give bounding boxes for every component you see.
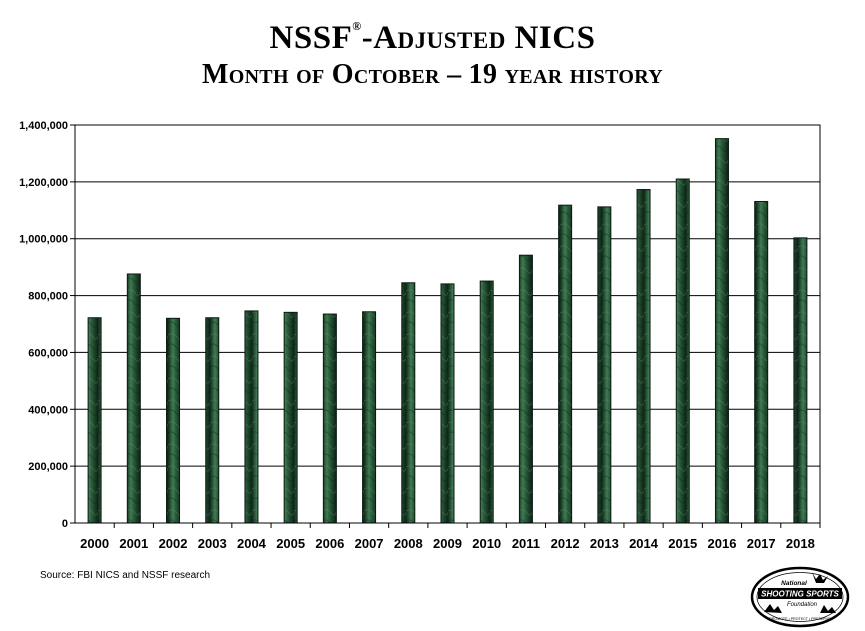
bars [87,138,808,524]
x-tick-label: 2017 [747,536,776,551]
y-tick-label: 800,000 [28,291,68,303]
x-tick-label: 2011 [512,536,540,551]
y-tick-label: 1,000,000 [19,234,68,246]
bar-2005 [283,311,298,524]
x-tick-label: 2013 [590,536,619,551]
logo-sub-text: Foundation [787,602,818,608]
x-tick-label: 2006 [315,536,344,551]
x-tick-label: 2018 [786,536,815,551]
registered-mark: ® [352,19,362,33]
x-tick-label: 2015 [668,536,697,551]
plot-area-frame [74,124,821,524]
title-nssf: NSSF [269,20,353,56]
x-tick-label: 2004 [237,536,267,551]
x-tick-label: 2002 [159,536,188,551]
y-tick-label: 0 [62,518,68,530]
bar-2003 [205,317,220,524]
y-tick-label: 200,000 [28,461,68,473]
title-line-1: NSSF®-Adjusted NICS [0,6,865,58]
x-tick-label: 2010 [472,536,501,551]
x-tick-label: 2005 [276,536,305,551]
y-tick-label: 400,000 [28,404,68,416]
bar-2016 [714,138,729,524]
logo-bird-icon [812,572,828,583]
logo-tagline: PROMOTE • PROTECT • PRESERVE [769,617,831,621]
logo-trees-icon [764,604,836,613]
logo-main-text: SHOOTING SPORTS [761,590,839,599]
bar-2013 [597,206,612,524]
nssf-logo: National SHOOTING SPORTS Foundation PROM… [750,566,850,628]
x-tick-label: 2014 [629,536,659,551]
bar-2015 [675,178,690,524]
bar-2006 [322,313,337,524]
logo-inner-ring [756,572,844,622]
y-tick-label: 1,400,000 [19,120,68,132]
bar-2014 [636,189,651,524]
y-tick-label: 1,200,000 [19,177,68,189]
x-tick-label: 2000 [80,536,109,551]
x-tick-label: 2001 [119,536,148,551]
bar-2008 [401,282,416,524]
bar-2007 [362,311,377,524]
x-tick-label: 2003 [198,536,227,551]
bar-2010 [479,280,494,524]
title-line-2: Month of October – 19 year history [201,59,664,90]
bar-2017 [754,200,769,524]
source-note: Source: FBI NICS and NSSF research [40,570,211,581]
bar-2000 [87,317,102,524]
bar-chart: 0 200,000 400,000 600,000 800,000 1,000,000 1,… [19,120,821,551]
title-adjusted-nics: -Adjusted NICS [361,20,596,56]
x-axis-ticks: 2000 2001 2002 2003 2004 2005 2006 2007 2008 2009… [80,523,821,551]
y-axis-ticks: 0 200,000 400,000 600,000 800,000 1,000,000 1,… [19,120,75,530]
bar-2002 [166,317,181,524]
logo-band [758,588,842,599]
bar-2012 [558,204,573,524]
bar-2009 [440,283,455,524]
chart-title: NSSF®-Adjusted NICS Month of October – 1… [0,6,865,92]
bar-2011 [518,254,533,524]
x-tick-label: 2009 [433,536,462,551]
x-tick-label: 2007 [355,536,384,551]
x-tick-label: 2016 [708,536,737,551]
x-tick-label: 2012 [551,536,580,551]
bar-2001 [126,273,141,524]
y-tick-label: 600,000 [28,347,68,359]
logo-top-text: National [781,580,807,587]
x-tick-label: 2008 [394,536,423,551]
bar-2018 [793,237,808,524]
bar-2004 [244,310,259,524]
